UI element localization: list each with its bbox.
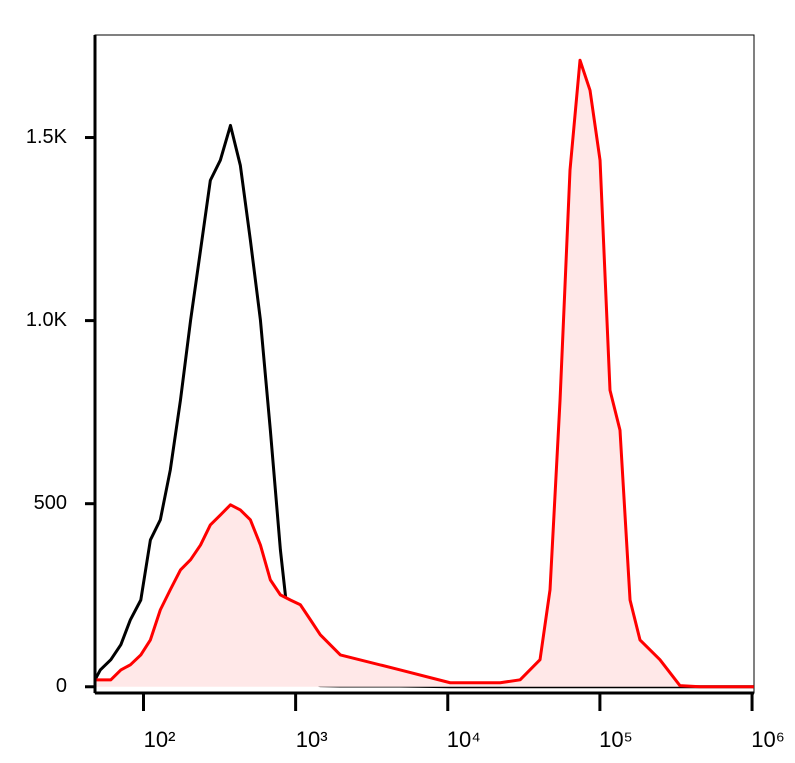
y-tick-label: 1.0K bbox=[26, 309, 68, 331]
y-tick-label: 500 bbox=[34, 492, 67, 514]
histogram-line bbox=[95, 58, 754, 689]
histogram-fill bbox=[95, 60, 754, 687]
x-tick-label: 10² bbox=[144, 727, 176, 752]
y-tick-label: 1.5K bbox=[26, 126, 68, 148]
x-tick-label: 10³ bbox=[296, 727, 328, 752]
x-tick-label: 10⁴ bbox=[447, 727, 481, 752]
x-tick-label: 10⁶ bbox=[751, 727, 785, 752]
y-tick-label: 0 bbox=[56, 675, 67, 697]
x-tick-label: 10⁵ bbox=[599, 727, 633, 752]
